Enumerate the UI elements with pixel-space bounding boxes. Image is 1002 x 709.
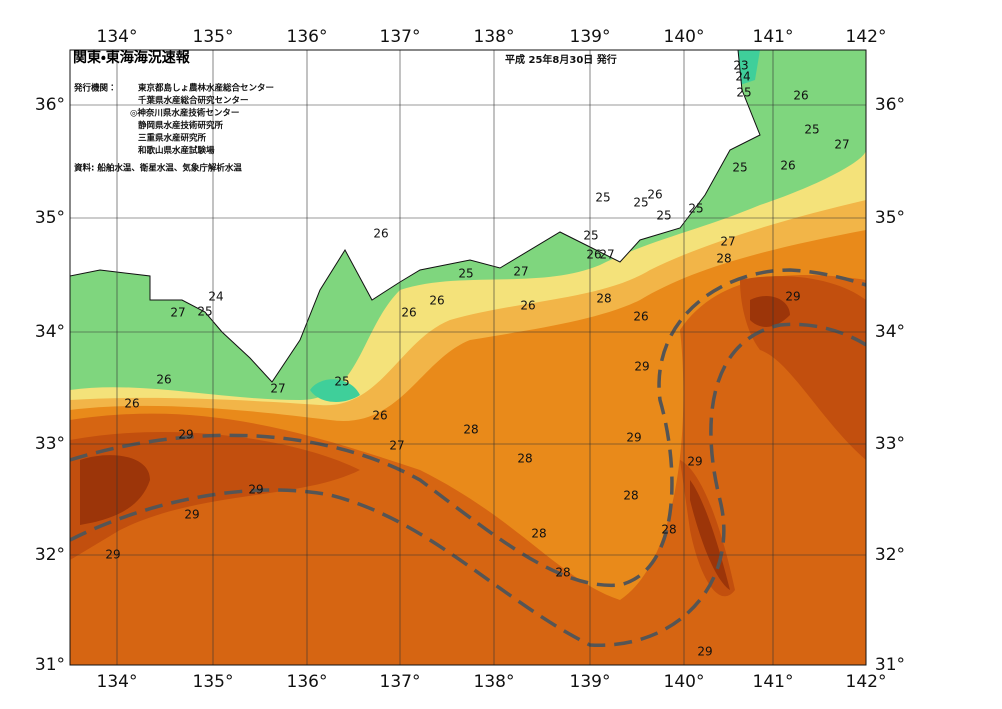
issue-date: 平成 25年8月30日 発行	[505, 53, 617, 66]
contour-label: 29	[248, 483, 263, 497]
contour-label: 25	[656, 209, 671, 223]
source: 資料: 船舶水温、衛星水温、気象庁解析水温	[73, 163, 242, 174]
contour-label: 27	[834, 138, 849, 152]
longitude-label-bottom: 137°	[380, 672, 421, 692]
issuers-label: 発行機関：	[73, 83, 117, 94]
contour-label: 26	[647, 188, 662, 202]
longitude-label-top: 138°	[474, 27, 515, 47]
issuer: 千葉県水産総合研究センター	[138, 95, 249, 106]
contour-label: 28	[623, 489, 638, 503]
contour-label: 26	[586, 248, 601, 262]
coordinate-labels: 134° 134° 135° 135° 136° 136° 137° 137° 138° 138°…	[35, 27, 905, 692]
contour-label: 25	[458, 267, 473, 281]
latitude-label-left: 31°	[35, 655, 65, 675]
contour-label: 29	[626, 431, 641, 445]
contour-label: 27	[513, 265, 528, 279]
longitude-label-bottom: 140°	[664, 672, 705, 692]
contour-label: 23	[733, 59, 748, 73]
contour-label: 26	[793, 89, 808, 103]
contour-label: 25	[804, 123, 819, 137]
kuroshio-path	[70, 268, 866, 588]
issuer: 三重県水産研究所	[138, 133, 207, 144]
contour-label: 25	[334, 375, 349, 389]
contour-label: 27	[720, 235, 735, 249]
contour-label: 26	[156, 373, 171, 387]
contour-label: 26	[372, 409, 387, 423]
contour-label: 29	[178, 428, 193, 442]
longitude-label-bottom: 134°	[97, 672, 138, 692]
contour-label: 25	[732, 161, 747, 175]
graticule	[70, 50, 866, 665]
issuer: 東京都島しょ農林水産総合センター	[138, 83, 274, 94]
contour-label: 28	[596, 292, 611, 306]
longitude-label-bottom: 141°	[753, 672, 794, 692]
contour-label: 24	[208, 290, 223, 304]
contour-label: 25	[197, 305, 212, 319]
latitude-label-right: 32°	[875, 545, 905, 565]
contour-label: 28	[463, 423, 478, 437]
latitude-label-right: 31°	[875, 655, 905, 675]
contour-label: 29	[184, 508, 199, 522]
contour-label: 28	[555, 566, 570, 580]
latitude-label-left: 33°	[35, 434, 65, 454]
longitude-label-top: 139°	[570, 27, 611, 47]
longitude-label-bottom: 136°	[287, 672, 328, 692]
contour-label: 26	[401, 306, 416, 320]
warm-region	[70, 275, 866, 665]
latitude-label-right: 35°	[875, 208, 905, 228]
contour-label: 26	[429, 294, 444, 308]
longitude-label-top: 135°	[193, 27, 234, 47]
longitude-label-top: 137°	[380, 27, 421, 47]
contour-label: 26	[633, 310, 648, 324]
contour-label: 26	[780, 159, 795, 173]
contour-label: 25	[736, 86, 751, 100]
contour-label: 28	[661, 523, 676, 537]
contour-label: 29	[634, 360, 649, 374]
contour-label: 28	[517, 452, 532, 466]
latitude-label-left: 32°	[35, 545, 65, 565]
contour-label: 27	[270, 382, 285, 396]
contour-label: 27	[170, 306, 185, 320]
contour-label: 27	[599, 248, 614, 262]
longitude-label-top: 140°	[664, 27, 705, 47]
longitude-label-top: 134°	[97, 27, 138, 47]
contour-label: 28	[531, 527, 546, 541]
longitude-label-top: 141°	[753, 27, 794, 47]
latitude-label-right: 34°	[875, 322, 905, 342]
latitude-label-left: 34°	[35, 322, 65, 342]
contour-label: 28	[716, 252, 731, 266]
longitude-label-bottom: 139°	[570, 672, 611, 692]
contour-label: 26	[124, 397, 139, 411]
issuer: 和歌山県水産試験場	[138, 145, 215, 156]
latitude-label-right: 33°	[875, 434, 905, 454]
latitude-label-left: 36°	[35, 95, 65, 115]
issuer: 静岡県水産技術研究所	[138, 120, 224, 131]
longitude-label-bottom: 138°	[474, 672, 515, 692]
contour-label: 25	[688, 202, 703, 216]
contour-label: 29	[105, 548, 120, 562]
contour-label: 26	[520, 299, 535, 313]
map-frame	[69, 49, 867, 666]
contour-label: 24	[735, 70, 750, 84]
issuer: ◎神奈川県水産技術センター	[130, 108, 239, 119]
longitude-label-bottom: 135°	[193, 672, 234, 692]
contour-label: 29	[687, 455, 702, 469]
contour-label: 25	[633, 196, 648, 210]
contour-label: 25	[595, 191, 610, 205]
contour-label: 29	[785, 290, 800, 304]
title: 関東・東海海況速報	[73, 49, 191, 66]
contour-label: 26	[373, 227, 388, 241]
longitude-label-bottom: 142°	[846, 672, 887, 692]
contour-label: 27	[389, 439, 404, 453]
contour-label: 25	[583, 229, 598, 243]
longitude-label-top: 136°	[287, 27, 328, 47]
contour-label: 29	[697, 645, 712, 659]
latitude-label-left: 35°	[35, 208, 65, 228]
latitude-label-right: 36°	[875, 95, 905, 115]
longitude-label-top: 142°	[846, 27, 887, 47]
